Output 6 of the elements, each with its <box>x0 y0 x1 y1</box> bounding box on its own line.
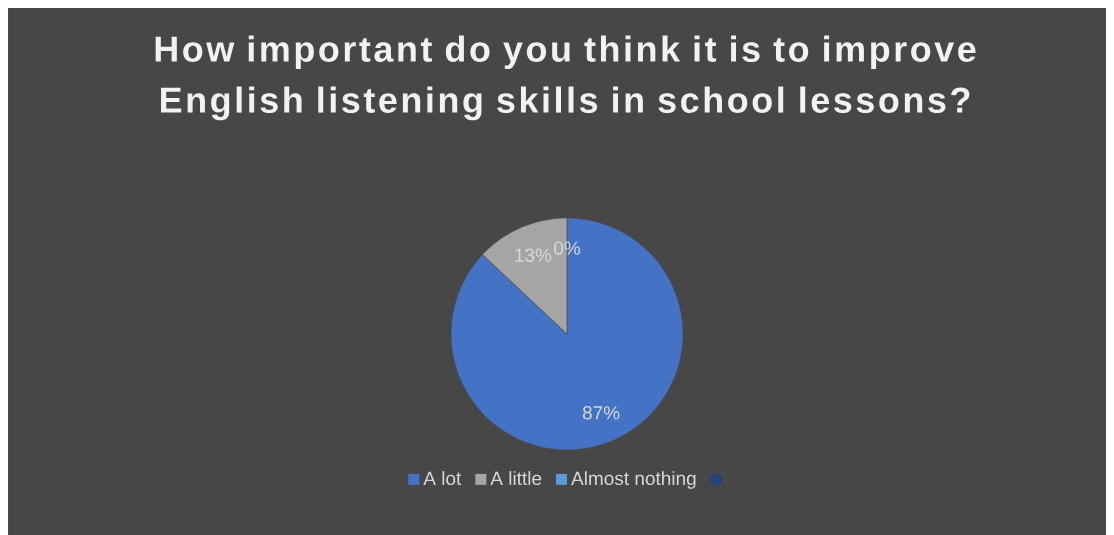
legend-label: Almost nothing <box>571 471 696 489</box>
text: 0% <box>554 241 581 255</box>
data-label: 87% <box>582 406 620 420</box>
legend-label: A little <box>490 471 542 486</box>
chart-title: How important do you think it is to improve English listening skills in school lessons? <box>155 35 976 121</box>
legend-label: A lot <box>423 471 462 486</box>
